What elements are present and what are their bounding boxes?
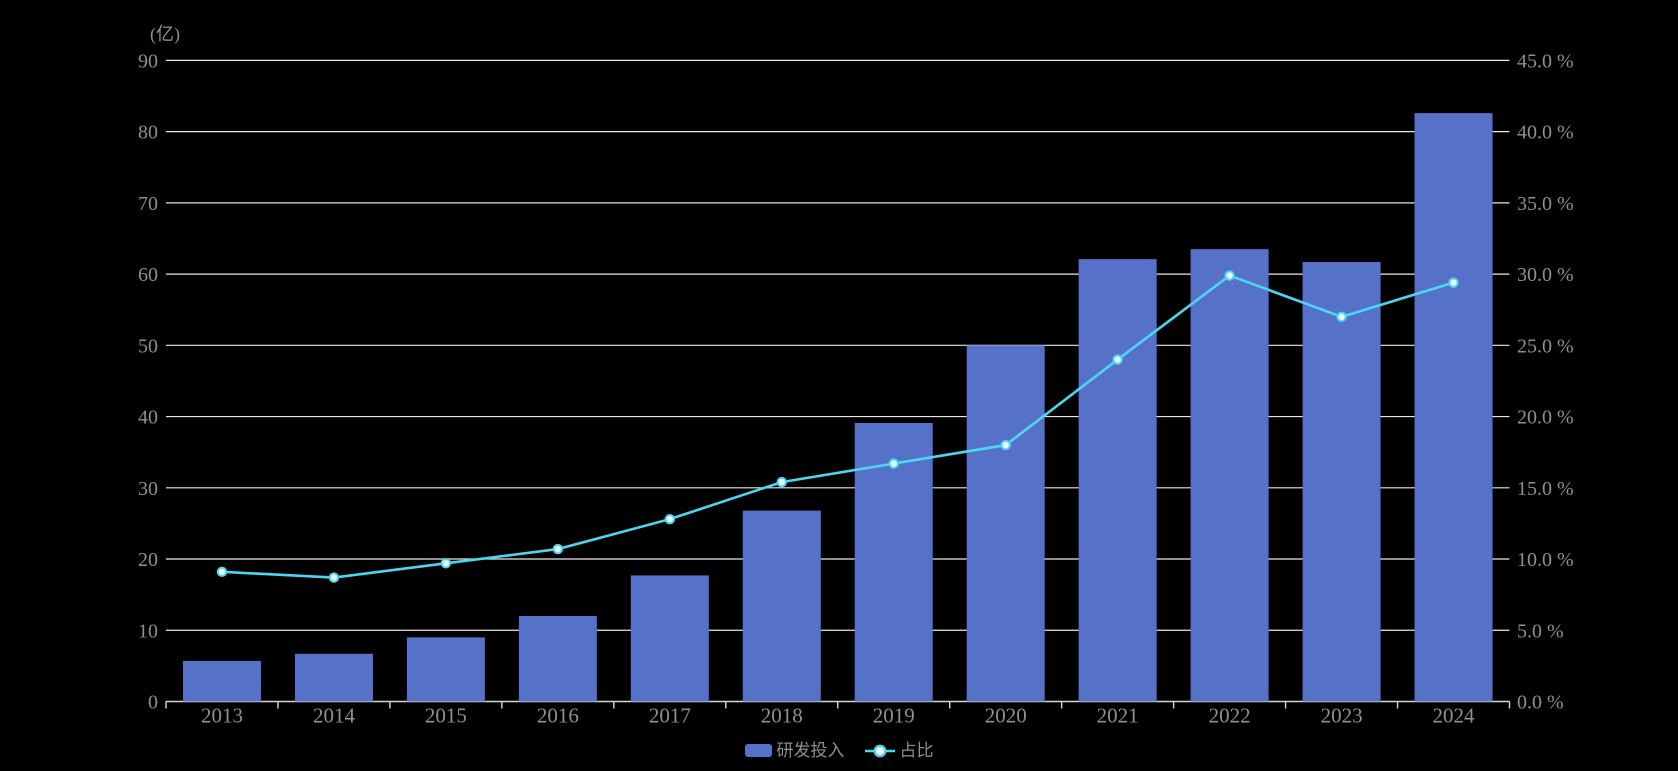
bar-2020[interactable]	[966, 345, 1045, 702]
y-axis-right-label: 15.0 %	[1517, 478, 1574, 500]
y-axis-right-label: 0.0 %	[1517, 692, 1564, 714]
x-axis-label: 2022	[1209, 704, 1251, 728]
bar-swatch-icon	[744, 744, 772, 757]
y-axis-right-label: 20.0 %	[1517, 407, 1574, 429]
x-axis-label: 2017	[649, 704, 691, 728]
bar-2014[interactable]	[294, 653, 373, 702]
x-axis-label: 2016	[537, 704, 579, 728]
line-point-2017[interactable]	[664, 513, 676, 525]
legend-label: 占比	[899, 741, 934, 760]
y-axis-left-name: (亿)	[150, 24, 180, 45]
bar-2023[interactable]	[1302, 261, 1381, 702]
y-axis-left-label: 80	[138, 122, 158, 144]
line-point-2020[interactable]	[1000, 439, 1011, 451]
x-axis-label: 2014	[313, 704, 356, 728]
x-axis-label: 2013	[201, 704, 243, 728]
bar-2016[interactable]	[518, 616, 597, 702]
y-axis-right-label: 40.0 %	[1517, 122, 1574, 144]
bar-2021[interactable]	[1078, 259, 1157, 702]
y-axis-right-label: 35.0 %	[1517, 193, 1574, 215]
legend-item-line-series[interactable]: 占比	[864, 741, 934, 760]
y-axis-left-label: 0	[148, 692, 158, 714]
x-axis-label: 2015	[425, 704, 467, 728]
line-point-2015[interactable]	[440, 558, 452, 569]
line-point-2024[interactable]	[1448, 277, 1459, 288]
bar-2019[interactable]	[854, 422, 933, 702]
y-axis-left-label: 20	[138, 549, 158, 571]
bar-2022[interactable]	[1190, 249, 1269, 702]
x-axis-label: 2023	[1321, 704, 1363, 728]
line-point-2023[interactable]	[1336, 311, 1347, 323]
x-axis-label: 2020	[985, 704, 1027, 728]
y-axis-right-label: 5.0 %	[1517, 620, 1564, 642]
bar-2013[interactable]	[182, 660, 261, 702]
line-point-2021[interactable]	[1112, 354, 1123, 365]
y-axis-right-label: 10.0 %	[1517, 549, 1574, 571]
y-axis-left-label: 30	[138, 478, 158, 500]
y-axis-left-label: 60	[138, 264, 158, 286]
line-swatch-icon	[864, 744, 895, 757]
legend-item-bar-series[interactable]: 研发投入	[744, 741, 845, 760]
y-axis-left-label: 10	[138, 620, 158, 642]
line-point-2016[interactable]	[552, 543, 564, 555]
line-point-2019[interactable]	[888, 458, 899, 469]
line-point-2013[interactable]	[216, 566, 228, 578]
y-axis-left-label: 90	[138, 50, 158, 72]
x-axis-label: 2018	[761, 704, 803, 728]
y-axis-right-label: 45.0 %	[1517, 50, 1574, 72]
line-point-2014[interactable]	[328, 572, 340, 583]
line-series	[220, 274, 1455, 579]
legend: 研发投入 占比	[0, 742, 1678, 759]
y-axis-left-label: 50	[138, 335, 158, 357]
bar-2015[interactable]	[406, 637, 485, 702]
y-axis-left-label: 70	[138, 193, 158, 215]
legend-label: 研发投入	[776, 741, 845, 760]
line-point-2022[interactable]	[1224, 270, 1235, 281]
line-point-2018[interactable]	[776, 476, 787, 488]
y-axis-right-label: 25.0 %	[1517, 335, 1574, 357]
y-axis-right-label: 30.0 %	[1517, 264, 1574, 286]
y-axis-left-label: 40	[138, 407, 158, 429]
bar-2018[interactable]	[742, 510, 821, 702]
x-axis-label: 2024	[1433, 704, 1476, 728]
bar-2024[interactable]	[1414, 113, 1493, 702]
bar-2017[interactable]	[630, 575, 709, 702]
x-axis-label: 2019	[873, 704, 915, 728]
x-axis-label: 2021	[1097, 704, 1139, 728]
